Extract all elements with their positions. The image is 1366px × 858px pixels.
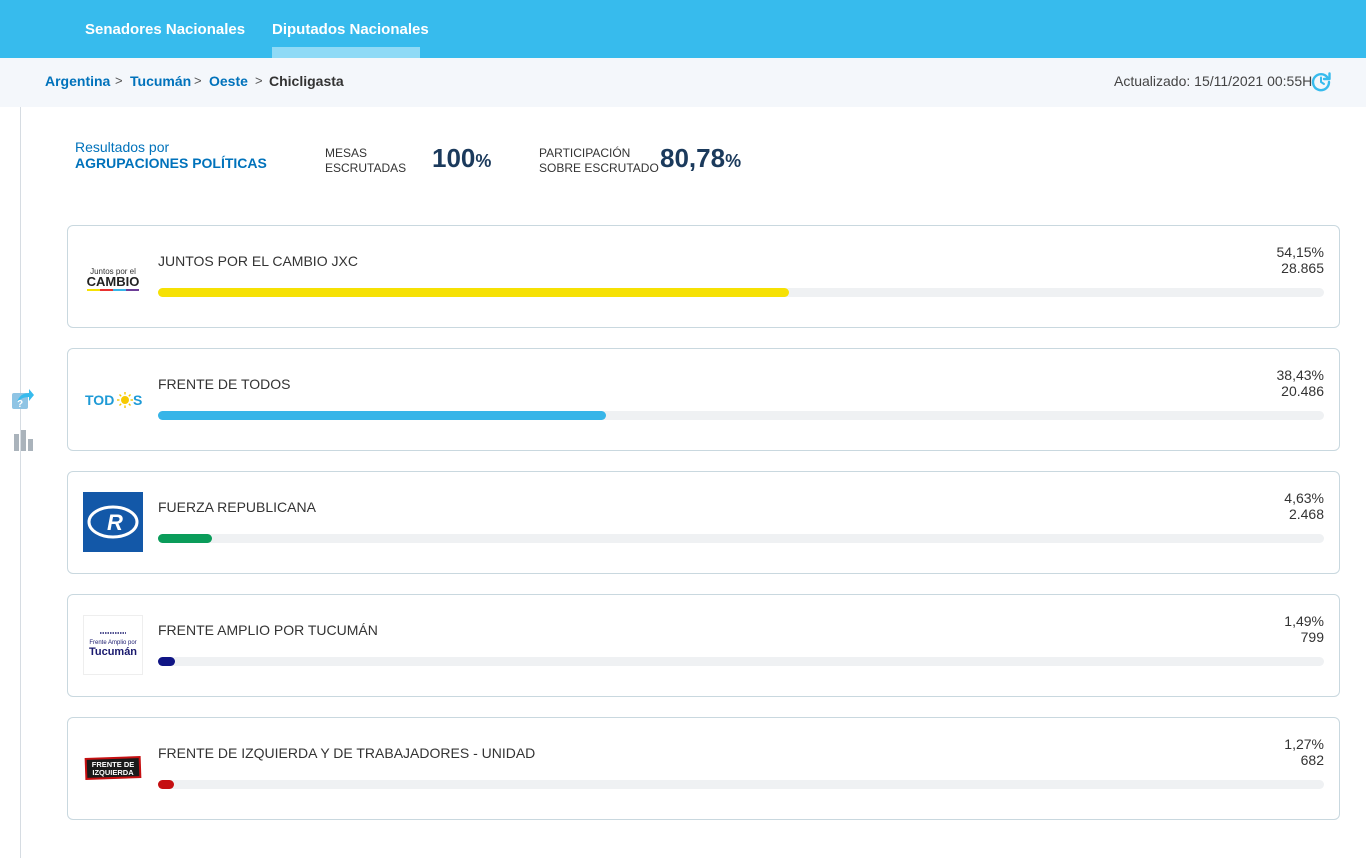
party-card: Frente Amplio por Tucumán FRENTE AMPLIO … — [67, 594, 1340, 697]
party-name: FRENTE AMPLIO POR TUCUMÁN — [158, 622, 378, 638]
frente-de-izquierda-logo: FRENTE DE IZQUIERDA — [83, 738, 143, 798]
breadcrumb-chicligasta: Chicligasta — [269, 73, 344, 89]
party-name: FRENTE DE TODOS — [158, 376, 291, 392]
share-icon[interactable]: ? — [11, 384, 35, 410]
vote-bar-fill — [158, 411, 606, 420]
frente-amplio-por-tucuman-logo: Frente Amplio por Tucumán — [83, 615, 143, 675]
party-percentage: 1,27% — [1284, 736, 1324, 752]
svg-text:R: R — [107, 510, 123, 535]
svg-text:Juntos por el: Juntos por el — [90, 267, 136, 276]
breadcrumb-oeste[interactable]: Oeste — [209, 73, 248, 89]
party-name: JUNTOS POR EL CAMBIO JXC — [158, 253, 358, 269]
party-card: R FUERZA REPUBLICANA 4,63% 2.468 — [67, 471, 1340, 574]
sidebar-divider — [20, 107, 21, 858]
svg-text:S: S — [133, 392, 142, 408]
mesas-escrutadas-value: 100% — [432, 143, 492, 173]
vote-bar-track — [158, 411, 1324, 420]
breadcrumb-bar — [0, 58, 1366, 107]
party-percentage: 4,63% — [1284, 490, 1324, 506]
breadcrumb-argentina[interactable]: Argentina — [45, 73, 111, 89]
svg-text:TOD: TOD — [85, 392, 114, 408]
party-percentage: 38,43% — [1276, 367, 1324, 383]
active-tab-indicator — [272, 47, 420, 58]
refresh-icon[interactable] — [1310, 71, 1332, 93]
vote-bar-fill — [158, 780, 174, 789]
vote-bar-fill — [158, 534, 212, 543]
svg-text:CAMBIO: CAMBIO — [87, 274, 140, 289]
mesas-escrutadas-label: MESAS ESCRUTADAS — [325, 146, 407, 175]
fuerza-republicana-logo: R — [83, 492, 143, 552]
tab-diputados-nacionales[interactable]: Diputados Nacionales — [272, 20, 429, 38]
breadcrumb-separator: > — [194, 73, 202, 88]
vote-bar-track — [158, 534, 1324, 543]
svg-text:FRENTE DE: FRENTE DE — [92, 760, 135, 769]
svg-text:Frente Amplio por: Frente Amplio por — [89, 640, 136, 646]
party-name: FUERZA REPUBLICANA — [158, 499, 316, 515]
party-votes: 20.486 — [1281, 383, 1324, 399]
breadcrumb-tucuman[interactable]: Tucumán — [130, 73, 192, 89]
vote-bar-fill — [158, 288, 789, 297]
vote-bar-track — [158, 288, 1324, 297]
vote-bar-track — [158, 780, 1324, 789]
party-percentage: 1,49% — [1284, 613, 1324, 629]
vote-bar-track — [158, 657, 1324, 666]
party-name: FRENTE DE IZQUIERDA Y DE TRABAJADORES - … — [158, 745, 536, 761]
party-card: TOD S FRENTE DE TODOS 38,43% 20.486 — [67, 348, 1340, 451]
svg-text:?: ? — [17, 399, 23, 410]
juntos-por-el-cambio-logo: Juntos por el CAMBIO — [83, 246, 143, 306]
tab-senadores-nacionales[interactable]: Senadores Nacionales — [85, 20, 246, 38]
participacion-value: 80,78% — [660, 143, 742, 173]
last-updated-text: Actualizado: 15/11/2021 00:55H — [1114, 73, 1313, 89]
vote-bar-fill — [158, 657, 175, 666]
party-votes: 682 — [1300, 752, 1324, 768]
bar-chart-icon[interactable] — [14, 430, 34, 452]
party-card: FRENTE DE IZQUIERDA FRENTE DE IZQUIERDA … — [67, 717, 1340, 820]
top-navigation — [0, 0, 1366, 58]
breadcrumb-separator: > — [115, 73, 123, 88]
results-by-label: Resultados por — [75, 139, 170, 155]
party-votes: 2.468 — [1288, 506, 1324, 522]
participacion-label: PARTICIPACIÓN SOBRE ESCRUTADO — [539, 146, 659, 175]
frente-de-todos-logo: TOD S — [83, 369, 143, 429]
svg-text:Tucumán: Tucumán — [89, 646, 137, 658]
breadcrumb-separator: > — [255, 73, 263, 88]
party-votes: 799 — [1300, 629, 1324, 645]
party-votes: 28.865 — [1281, 260, 1324, 276]
party-percentage: 54,15% — [1276, 244, 1324, 260]
party-card: Juntos por el CAMBIO JUNTOS POR EL CAMBI… — [67, 225, 1340, 328]
svg-text:IZQUIERDA: IZQUIERDA — [92, 768, 134, 777]
results-by-title: AGRUPACIONES POLÍTICAS — [75, 155, 267, 171]
